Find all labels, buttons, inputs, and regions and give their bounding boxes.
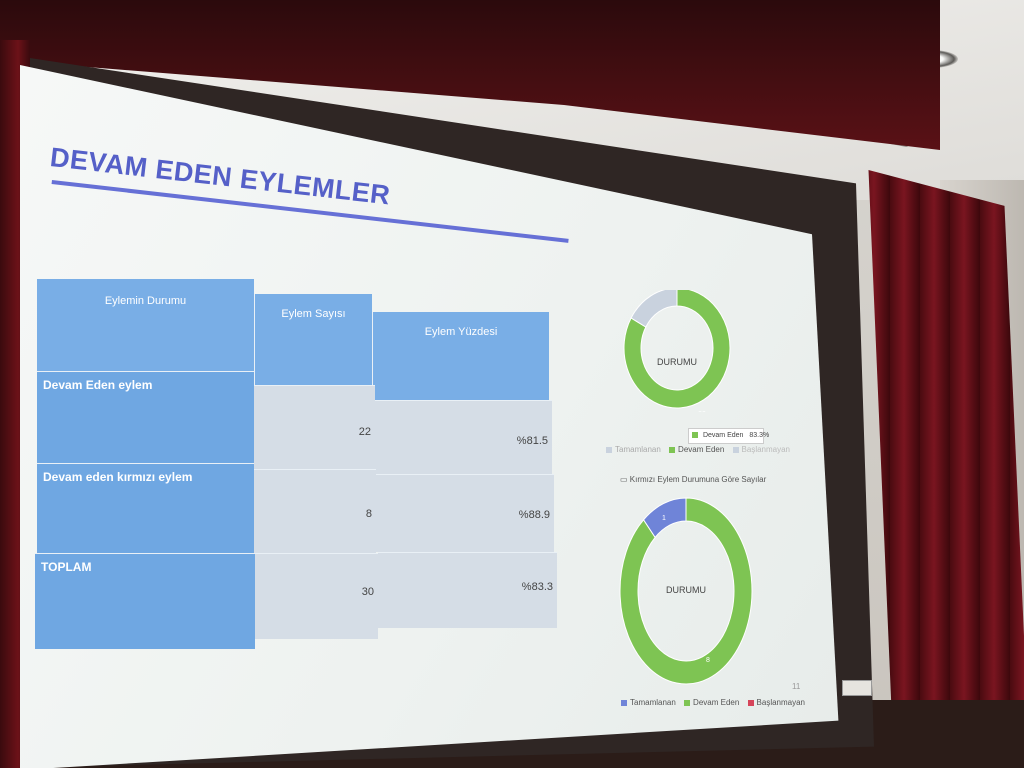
table-row-2-percent: %88.9	[376, 474, 554, 552]
donut-top-legend: Tamamlanan Devam Eden Başlanmayan	[600, 445, 790, 454]
legend-b-swatch-ongoing	[684, 699, 691, 706]
table-row-total-percent: %83.3	[378, 552, 557, 628]
donut-bottom: DURUMU 1 8	[618, 496, 754, 686]
tooltip-label: Devam Eden	[702, 432, 744, 439]
donut-bottom-slice-devam-eden[interactable]	[619, 497, 753, 685]
slide-page-number: 11	[792, 682, 801, 691]
wall-socket	[842, 680, 872, 696]
legend-swatch-ongoing	[669, 446, 676, 453]
row-2-percent-text: %88.9	[518, 509, 550, 521]
table-header-status: Eylemin Durumu	[37, 279, 254, 383]
table-header-status-label: Eylemin Durumu	[104, 295, 187, 307]
curtain-right	[868, 170, 1024, 768]
table-header-count: Eylem Sayısı	[254, 294, 372, 385]
legend-bottom-ongoing[interactable]: Devam Eden	[693, 698, 740, 707]
legend-top-notstarted[interactable]: Başlanmayan	[741, 445, 791, 454]
caption-text: Kırmızı Eylem Durumuna Göre Sayılar	[629, 475, 767, 484]
donut-bottom-legend: Tamamlanan Devam Eden Başlanmayan	[615, 698, 805, 707]
donut-bottom-center-label: DURUMU	[666, 585, 706, 595]
table-row-2-count: 8	[254, 469, 376, 553]
legend-b-swatch-notstarted	[747, 699, 754, 706]
donut-bottom-slice-tamamlanan[interactable]	[642, 497, 687, 539]
donut-top-svg: DURUMU 30	[623, 287, 731, 418]
row-total-count-text: 30	[361, 586, 374, 598]
donut-bottom-small-label: 1	[662, 515, 666, 522]
legend-b-swatch-completed	[621, 699, 627, 706]
row-2-count-text: 8	[365, 508, 372, 520]
row-total-label-text: TOPLAM	[41, 560, 92, 574]
tooltip-value: 83.3%	[749, 432, 770, 439]
table-row-total-label: TOPLAM	[35, 553, 255, 649]
row-2-label-text: Devam eden kırmızı eylem	[43, 470, 193, 484]
row-total-percent-text: %83.3	[521, 581, 553, 593]
donut-top: DURUMU 30	[622, 287, 732, 418]
row-1-percent-text: %81.5	[516, 435, 548, 447]
donut-top-slice-devam-eden[interactable]	[623, 287, 731, 409]
table-row-1-count: 22	[254, 385, 375, 469]
table-header-count-label: Eylem Sayısı	[281, 308, 346, 320]
legend-swatch-completed	[606, 446, 612, 453]
table-row-2-label: Devam eden kırmızı eylem	[37, 463, 254, 553]
donut-top-slice-label: 30	[698, 411, 706, 412]
legend-bottom-completed[interactable]: Tamamlanan	[630, 698, 676, 707]
row-1-label-text: Devam Eden eylem	[43, 378, 153, 392]
row-1-count-text: 22	[358, 426, 371, 438]
donut-tooltip: Devam Eden 83.3%	[688, 428, 769, 444]
legend-swatch-notstarted	[732, 446, 739, 453]
tooltip-swatch	[692, 432, 698, 439]
legend-top-completed[interactable]: Tamamlanan	[615, 445, 661, 454]
donut-bottom-caption: ▭ Kırmızı Eylem Durumuna Göre Sayılar	[620, 475, 766, 484]
table-row-1-label: Devam Eden eylem	[37, 371, 254, 463]
legend-top-ongoing[interactable]: Devam Eden	[678, 445, 725, 454]
caption-icon: ▭	[620, 475, 628, 484]
table-row-total-count: 30	[255, 553, 378, 639]
donut-top-slice-tamamlanan[interactable]	[630, 287, 678, 328]
table-header-percent-label: Eylem Yüzdesi	[424, 326, 498, 338]
table-header-percent: Eylem Yüzdesi	[372, 312, 549, 400]
donut-bottom-svg: DURUMU 1 8	[619, 497, 753, 685]
legend-bottom-notstarted[interactable]: Başlanmayan	[756, 698, 806, 707]
donut-top-center-label: DURUMU	[657, 357, 697, 367]
donut-bottom-large-label: 8	[706, 657, 710, 664]
table-row-1-percent: %81.5	[375, 400, 552, 474]
